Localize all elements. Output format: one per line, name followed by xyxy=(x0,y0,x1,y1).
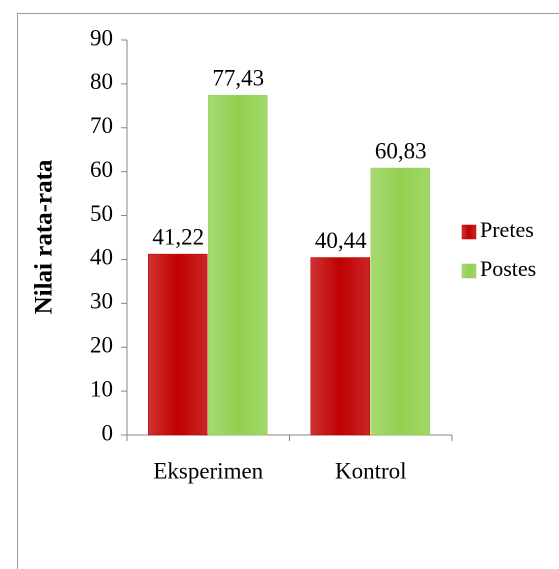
legend-swatch xyxy=(461,263,477,279)
y-tick-label: 20 xyxy=(90,333,113,358)
bar xyxy=(148,253,208,436)
y-tick-label: 50 xyxy=(90,201,113,226)
x-tick-label: Kontrol xyxy=(335,458,407,483)
y-tick-label: 60 xyxy=(90,157,113,182)
bar xyxy=(310,257,370,436)
y-tick-label: 80 xyxy=(90,69,113,94)
legend-label: Postes xyxy=(480,256,536,281)
bar xyxy=(370,167,430,436)
bar xyxy=(208,94,268,436)
y-axis-title: Nilai rata-rata xyxy=(31,159,58,314)
legend-swatch xyxy=(461,224,477,240)
y-tick-label: 10 xyxy=(90,376,113,401)
value-label: 40,44 xyxy=(315,228,367,253)
y-tick-label: 40 xyxy=(90,245,113,270)
chart-border xyxy=(17,13,559,569)
y-tick-label: 30 xyxy=(90,289,113,314)
value-label: 77,43 xyxy=(212,65,264,90)
value-label: 60,83 xyxy=(375,138,427,163)
y-tick-label: 90 xyxy=(90,25,113,50)
legend-label: Pretes xyxy=(480,217,534,242)
y-tick-label: 70 xyxy=(90,113,113,138)
value-label: 41,22 xyxy=(152,224,204,249)
y-tick-label: 0 xyxy=(102,420,114,445)
x-tick-label: Eksperimen xyxy=(153,458,263,483)
